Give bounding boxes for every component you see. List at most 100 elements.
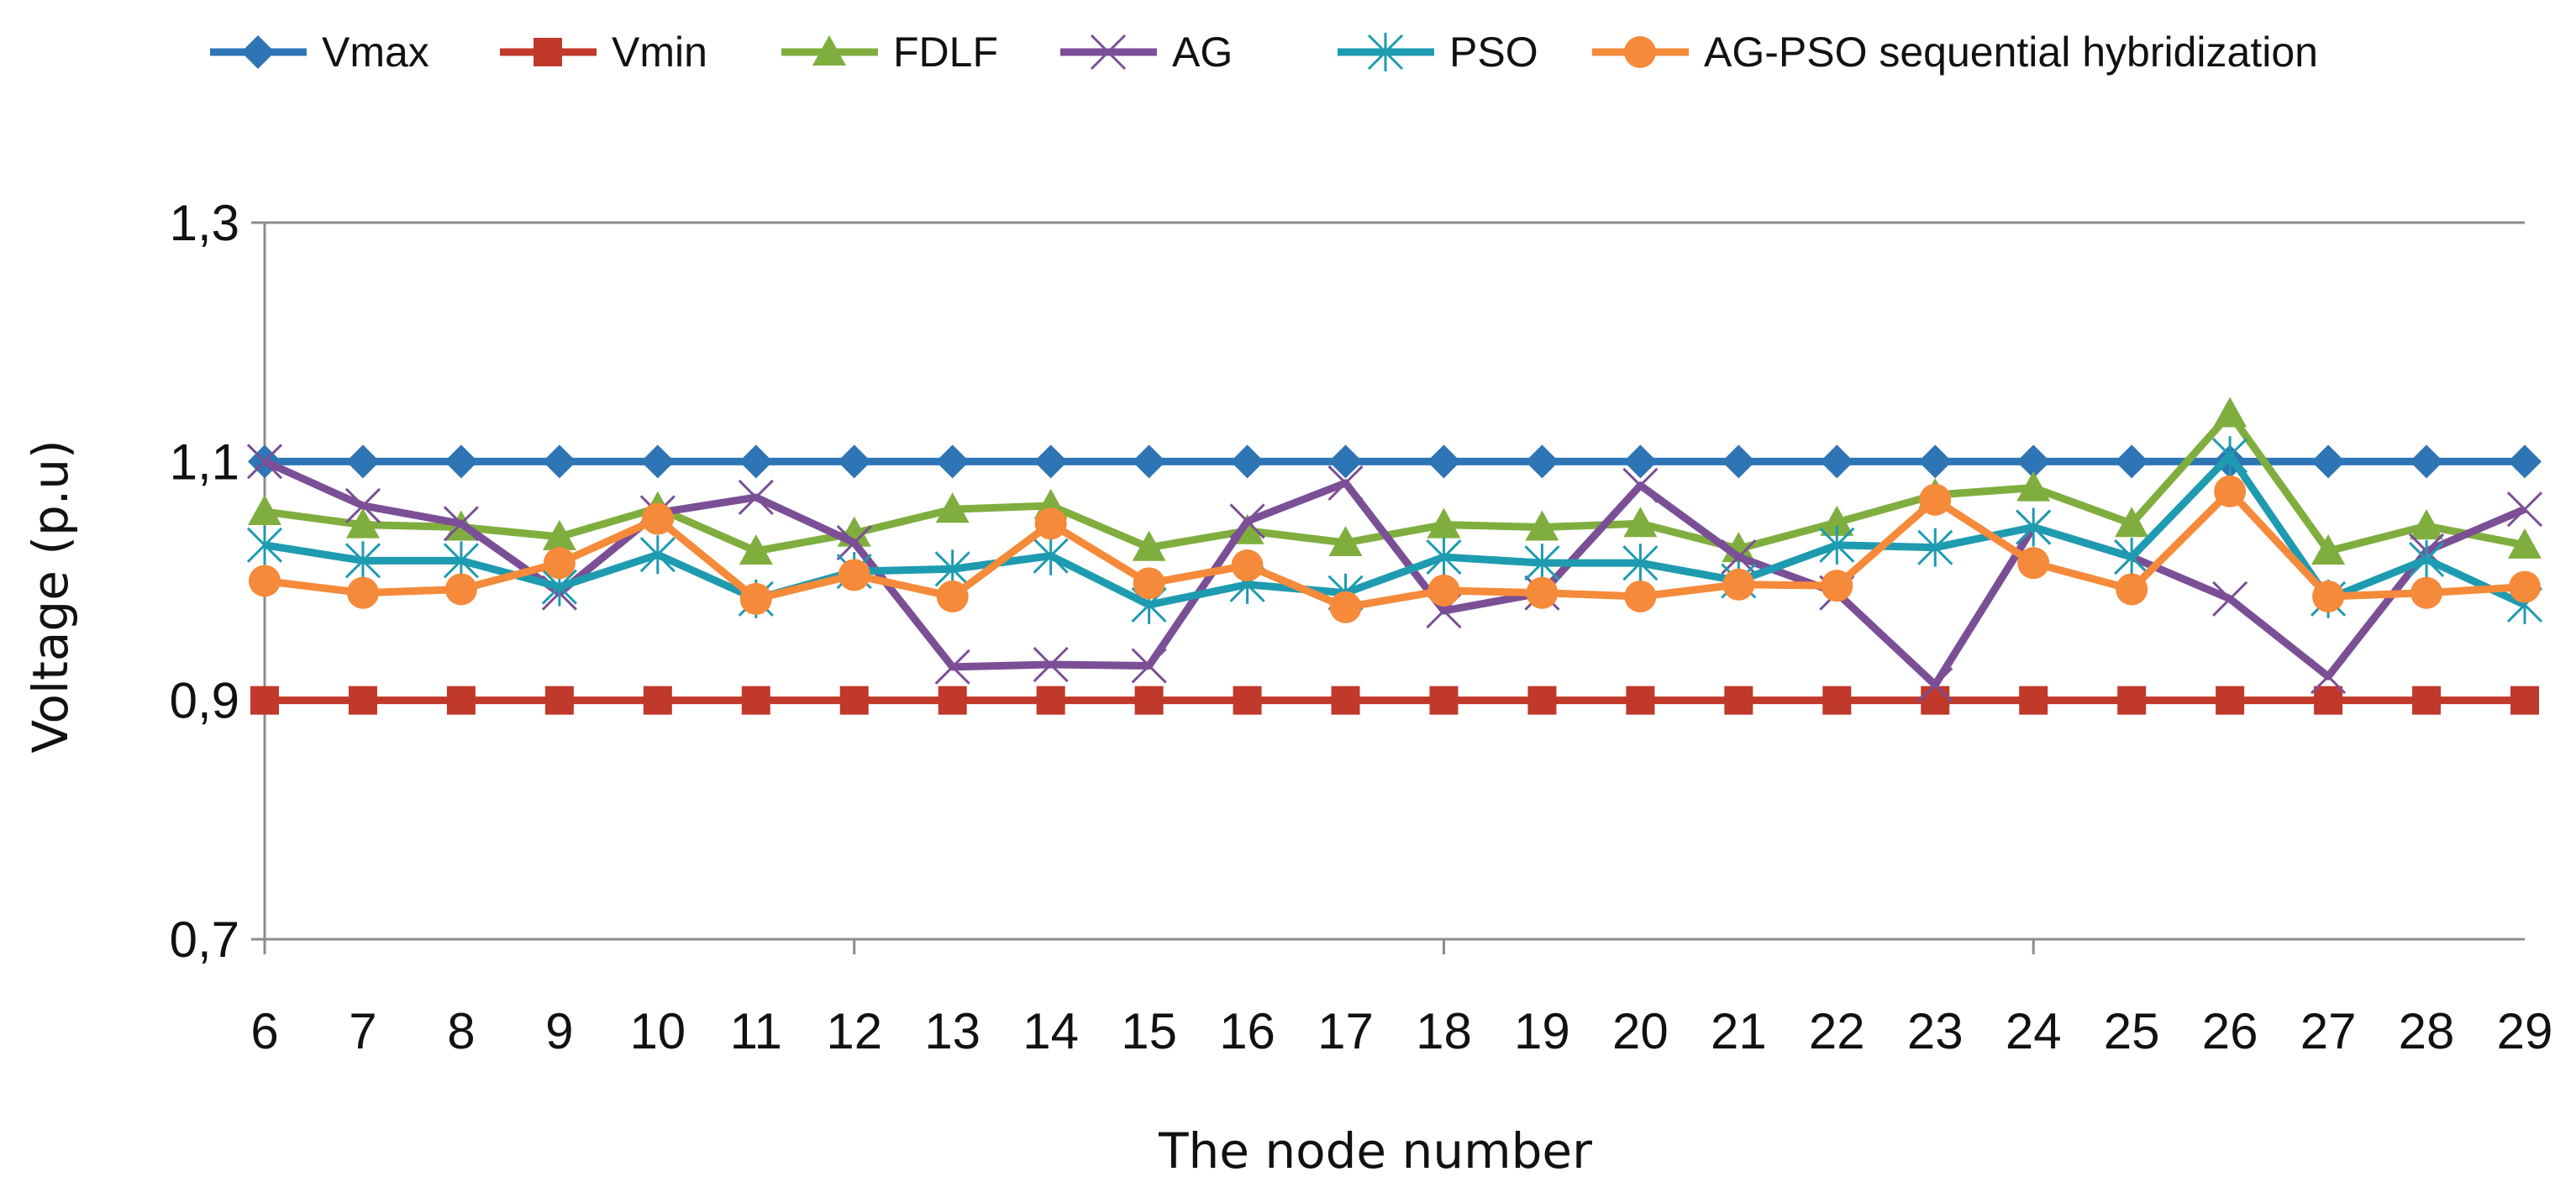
data-point: [2115, 444, 2149, 479]
data-point: [1327, 465, 1364, 501]
data-point: [1722, 568, 1755, 601]
data-point: [2115, 507, 2149, 538]
data-point: [1036, 686, 1065, 715]
x-tick-label: 8: [447, 1003, 475, 1059]
legend-entry: AG-PSO sequential hybridization: [1592, 29, 2318, 76]
data-point: [1331, 686, 1360, 715]
x-tick-label: 14: [1023, 1003, 1079, 1059]
data-point: [1622, 544, 1659, 583]
data-point: [739, 533, 773, 565]
legend-label: AG-PSO sequential hybridization: [1704, 29, 2318, 76]
data-point: [1231, 549, 1264, 582]
data-point: [2510, 686, 2539, 715]
legend-label: FDLF: [893, 29, 998, 76]
legend-label: Vmax: [322, 29, 429, 76]
data-point: [2410, 576, 2443, 609]
data-point: [1525, 444, 1559, 479]
data-point: [1427, 444, 1461, 479]
x-tick-label: 22: [1809, 1003, 1865, 1059]
data-point: [1819, 525, 1855, 565]
data-point: [2216, 686, 2245, 715]
data-point: [1427, 507, 1461, 539]
data-point: [1132, 444, 1166, 479]
data-point: [935, 492, 970, 523]
data-point: [1525, 510, 1559, 541]
y-tick-label: 0,9: [170, 673, 239, 729]
data-point: [2508, 444, 2542, 479]
data-point: [1722, 444, 1756, 479]
data-point: [444, 444, 478, 479]
data-point: [739, 582, 772, 615]
data-point: [2214, 475, 2247, 507]
data-point: [1427, 574, 1460, 607]
axes: 0,7 0,9 1,1 1,3 6 7 8 9 10 11 12 13 14 15 16 17 18 19 20 21…: [170, 195, 2553, 1059]
data-point: [639, 535, 676, 575]
data-point: [345, 507, 380, 539]
data-point: [345, 444, 380, 479]
data-point: [2410, 509, 2444, 540]
data-point: [2508, 528, 2542, 559]
x-tick-label: 12: [826, 1003, 882, 1059]
data-point: [1328, 526, 1363, 557]
data-point: [741, 686, 770, 715]
data-point: [1033, 536, 1069, 575]
data-point: [344, 487, 381, 523]
legend-entry: PSO: [1338, 29, 1538, 76]
data-point: [1132, 530, 1166, 561]
series-pso: [246, 436, 2543, 624]
data-point: [936, 580, 969, 612]
x-tick-label: 11: [730, 1003, 782, 1059]
x-tick-label: 6: [250, 1003, 278, 1059]
y-tick-label: 1,3: [170, 195, 239, 251]
legend-label: PSO: [1449, 29, 1538, 76]
series-line: [264, 487, 2526, 612]
x-tick-label: 23: [1907, 1003, 1964, 1059]
data-point: [2213, 397, 2247, 428]
data-point: [2311, 659, 2347, 695]
data-point: [346, 576, 379, 609]
data-point: [2412, 686, 2442, 715]
data-point: [739, 444, 773, 479]
data-point: [1134, 686, 1164, 715]
data-point: [2506, 491, 2543, 528]
data-point: [2311, 533, 2346, 565]
x-tick-label: 21: [1711, 1003, 1767, 1059]
data-point: [1527, 686, 1557, 715]
data-point: [249, 565, 281, 597]
x-tick-label: 27: [2300, 1003, 2357, 1059]
data-point: [2116, 573, 2148, 606]
data-point: [1133, 567, 1165, 600]
data-point: [542, 519, 576, 550]
data-point: [2019, 686, 2048, 715]
x-tick-label: 15: [1121, 1003, 1177, 1059]
series-vmin: [250, 686, 2539, 715]
data-point: [934, 649, 970, 685]
legend-marker: [534, 38, 562, 66]
x-tick-label: 24: [2006, 1003, 2062, 1059]
data-point: [1526, 576, 1559, 609]
data-point: [1524, 544, 1560, 583]
data-point: [1917, 667, 1953, 703]
data-point: [2117, 686, 2147, 715]
data-point: [1034, 507, 1067, 540]
data-point: [1917, 528, 1953, 567]
data-point: [2212, 581, 2248, 617]
series-vmax: [248, 444, 2542, 479]
data-point: [1623, 444, 1658, 479]
data-point: [1623, 507, 1658, 538]
series-fdlf: [248, 397, 2542, 565]
x-tick-label: 19: [1514, 1003, 1570, 1059]
data-point: [544, 686, 574, 715]
series-line: [264, 409, 2526, 555]
legend-marker: [1624, 36, 1656, 68]
data-point: [1918, 444, 1953, 479]
data-point: [1820, 444, 1854, 479]
data-point: [839, 686, 869, 715]
data-point: [1230, 444, 1264, 479]
x-tick-label: 20: [1612, 1003, 1669, 1059]
data-point: [1233, 686, 1262, 715]
x-tick-label: 9: [545, 1003, 573, 1059]
legend-marker: [1090, 34, 1127, 71]
data-point: [246, 444, 283, 480]
